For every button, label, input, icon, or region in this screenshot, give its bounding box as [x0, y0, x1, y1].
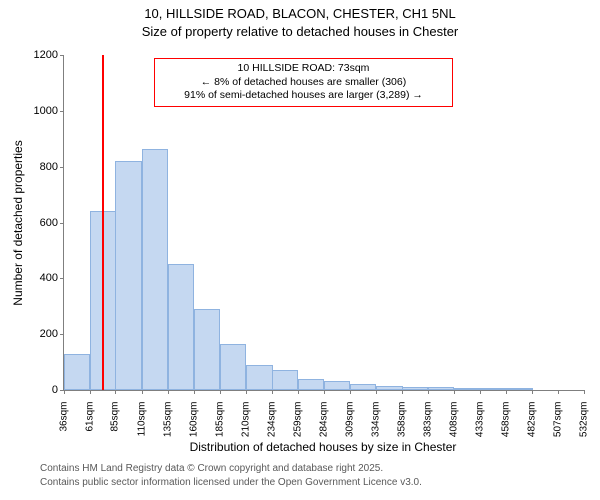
- histogram-bar: [350, 384, 376, 390]
- xtick-label: 259sqm: [292, 402, 303, 438]
- histogram-bar: [220, 344, 246, 390]
- xtick-label: 185sqm: [215, 402, 226, 438]
- ytick-label: 800: [40, 161, 58, 173]
- xtick-mark: [246, 390, 247, 394]
- xtick-mark: [428, 390, 429, 394]
- ytick-mark: [60, 334, 64, 335]
- xtick-label: 458sqm: [501, 402, 512, 438]
- xtick-label: 408sqm: [449, 402, 460, 438]
- xtick-mark: [480, 390, 481, 394]
- ytick-label: 600: [40, 217, 58, 229]
- xtick-mark: [506, 390, 507, 394]
- histogram-bar: [246, 365, 272, 390]
- xtick-mark: [142, 390, 143, 394]
- footer-line2: Contains public sector information licen…: [40, 477, 422, 488]
- xtick-label: 85sqm: [110, 402, 121, 432]
- histogram-bar: [64, 354, 90, 390]
- xtick-mark: [558, 390, 559, 394]
- xtick-label: 234sqm: [266, 402, 277, 438]
- annotation-line3: 91% of semi-detached houses are larger (…: [161, 89, 446, 103]
- annotation-box: 10 HILLSIDE ROAD: 73sqm ← 8% of detached…: [154, 58, 453, 107]
- histogram-bar: [115, 161, 141, 390]
- chart-title-line1: 10, HILLSIDE ROAD, BLACON, CHESTER, CH1 …: [0, 6, 600, 21]
- histogram-bar: [272, 370, 298, 390]
- ytick-label: 400: [40, 272, 58, 284]
- histogram-bar: [454, 388, 480, 390]
- xtick-label: 433sqm: [475, 402, 486, 438]
- y-axis-label: Number of detached properties: [11, 140, 25, 305]
- xtick-mark: [402, 390, 403, 394]
- xtick-mark: [90, 390, 91, 394]
- xtick-mark: [454, 390, 455, 394]
- xtick-label: 135sqm: [162, 402, 173, 438]
- xtick-mark: [376, 390, 377, 394]
- ytick-mark: [60, 223, 64, 224]
- histogram-bar: [324, 381, 350, 390]
- xtick-label: 210sqm: [241, 402, 252, 438]
- ytick-label: 200: [40, 328, 58, 340]
- ytick-label: 1000: [34, 105, 58, 117]
- xtick-mark: [194, 390, 195, 394]
- xtick-mark: [64, 390, 65, 394]
- xtick-mark: [584, 390, 585, 394]
- xtick-label: 61sqm: [85, 402, 96, 432]
- xtick-label: 160sqm: [189, 402, 200, 438]
- histogram-bar: [480, 388, 506, 390]
- histogram-bar: [376, 386, 402, 390]
- xtick-label: 507sqm: [552, 402, 563, 438]
- xtick-label: 36sqm: [59, 402, 70, 432]
- xtick-mark: [324, 390, 325, 394]
- histogram-bar: [168, 264, 194, 390]
- footer-line1: Contains HM Land Registry data © Crown c…: [40, 463, 383, 474]
- xtick-label: 284sqm: [319, 402, 330, 438]
- histogram-bar: [506, 388, 532, 390]
- histogram-bar: [298, 379, 324, 390]
- xtick-mark: [298, 390, 299, 394]
- property-marker-line: [102, 55, 104, 390]
- xtick-label: 334sqm: [371, 402, 382, 438]
- ytick-mark: [60, 111, 64, 112]
- xtick-label: 110sqm: [136, 402, 147, 437]
- ytick-mark: [60, 167, 64, 168]
- histogram-bar: [428, 387, 454, 390]
- chart-title-line2: Size of property relative to detached ho…: [0, 24, 600, 39]
- ytick-mark: [60, 55, 64, 56]
- xtick-label: 482sqm: [526, 402, 537, 438]
- xtick-mark: [220, 390, 221, 394]
- xtick-mark: [115, 390, 116, 394]
- ytick-label: 0: [52, 384, 58, 396]
- xtick-label: 383sqm: [422, 402, 433, 438]
- histogram-bar: [402, 387, 428, 390]
- xtick-mark: [532, 390, 533, 394]
- xtick-mark: [168, 390, 169, 394]
- annotation-line1: 10 HILLSIDE ROAD: 73sqm: [161, 62, 446, 76]
- xtick-mark: [272, 390, 273, 394]
- annotation-line2: ← 8% of detached houses are smaller (306…: [161, 76, 446, 90]
- x-axis-label: Distribution of detached houses by size …: [190, 440, 457, 454]
- xtick-label: 309sqm: [345, 402, 356, 438]
- histogram-bar: [142, 149, 168, 390]
- ytick-mark: [60, 278, 64, 279]
- ytick-label: 1200: [34, 49, 58, 61]
- plot-area: 10 HILLSIDE ROAD: 73sqm ← 8% of detached…: [63, 55, 584, 391]
- histogram-bar: [194, 309, 220, 390]
- xtick-label: 358sqm: [396, 402, 407, 438]
- xtick-mark: [350, 390, 351, 394]
- xtick-label: 532sqm: [579, 402, 590, 438]
- chart-container: 10, HILLSIDE ROAD, BLACON, CHESTER, CH1 …: [0, 0, 600, 500]
